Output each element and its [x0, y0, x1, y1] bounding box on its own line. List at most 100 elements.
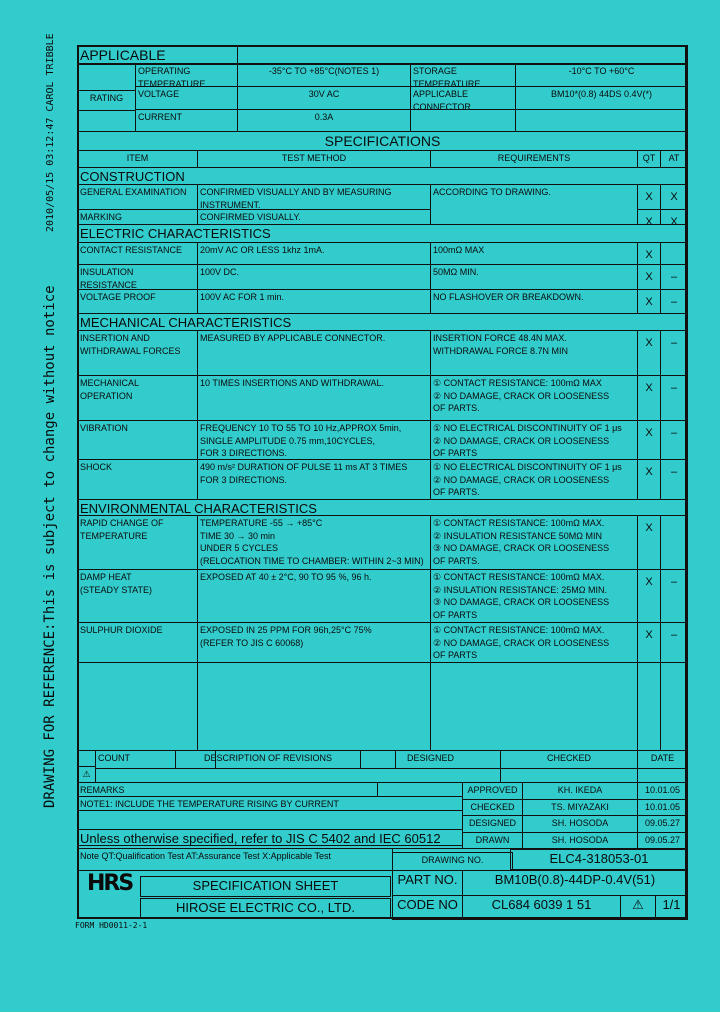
row-test-method: 20mV AC OR LESS 1khz 1mA. [197, 242, 431, 265]
row-qt-mark: X [637, 209, 661, 225]
row-requirements: ① NO ELECTRICAL DISCONTINUITY OF 1 μs ② … [430, 420, 638, 460]
row-item: RAPID CHANGE OF TEMPERATURE [77, 515, 198, 570]
code-number: CL684 6039 1 51 [462, 895, 621, 920]
row-item: GENERAL EXAMINATION [77, 184, 198, 210]
row-requirements: ① CONTACT RESISTANCE: 100mΩ MAX. ② INSUL… [430, 569, 638, 623]
voltage-label: VOLTAGE [135, 86, 238, 110]
remarks-title: REMARKS [77, 782, 378, 797]
row-test-method: EXPOSED AT 40 ± 2°C, 90 TO 95 %, 96 h. [197, 569, 431, 623]
row-item: MARKING [77, 209, 198, 225]
row-at-mark: – [660, 622, 688, 663]
blank [410, 109, 516, 132]
row-item: DAMP HEAT (STEADY STATE) [77, 569, 198, 623]
row-test-method: CONFIRMED VISUALLY. [197, 209, 431, 225]
row-qt-mark: X [637, 184, 661, 210]
row-test-method: 100V AC FOR 1 min. [197, 289, 431, 314]
part-no-label: PART NO. [392, 870, 463, 896]
sheet-number: 1/1 [655, 895, 688, 920]
operating-temp-label: OPERATING TEMPERATURE RANGE [135, 63, 238, 87]
revision-triangle-icon: ⚠ [77, 766, 96, 783]
voltage-value: 30V AC [237, 86, 411, 110]
row-item: SULPHUR DIOXIDE [77, 622, 198, 663]
revisions-designed-header: DESIGNED [360, 750, 501, 769]
row-qt-mark: X [637, 242, 661, 265]
blank [197, 662, 431, 751]
section-heading: ENVIRONMENTAL CHARACTERISTICS [77, 499, 688, 516]
header-qt: QT [637, 150, 661, 168]
row-item: INSULATION RESISTANCE [77, 264, 198, 290]
blank [637, 768, 688, 783]
storage-temp-value: -10°C TO +60°C [515, 63, 688, 87]
connector-label: APPLICABLE CONNECTOR [410, 86, 516, 110]
row-requirements: ① CONTACT RESISTANCE: 100mΩ MAX. ② INSUL… [430, 515, 638, 570]
reference-notice: DRAWING FOR REFERENCE:This is subject to… [42, 285, 58, 808]
row-at-mark: – [660, 375, 688, 421]
row-test-method: 490 m/s² DURATION OF PULSE 11 ms AT 3 TI… [197, 459, 431, 500]
section-heading: CONSTRUCTION [77, 167, 688, 185]
approval-date: 09.05.27 [637, 815, 688, 833]
row-test-method: 10 TIMES INSERTIONS AND WITHDRAWAL. [197, 375, 431, 421]
section-heading: ELECTRIC CHARACTERISTICS [77, 224, 688, 243]
rating-label: RATING [77, 90, 136, 111]
current-value: 0.3A [237, 109, 411, 132]
approval-role: DRAWN [462, 831, 523, 849]
header-item: ITEM [77, 150, 198, 168]
company-name: HIROSE ELECTRIC CO., LTD. [140, 898, 391, 919]
row-qt-mark: X [637, 515, 661, 570]
blank [95, 768, 501, 783]
row-at-mark: X [660, 184, 688, 210]
storage-temp-label: STORAGE TEMPERATURE RANGE [410, 63, 516, 87]
row-qt-mark: X [637, 459, 661, 500]
row-qt-mark: X [637, 622, 661, 663]
row-item: CONTACT RESISTANCE [77, 242, 198, 265]
current-label: CURRENT [135, 109, 238, 132]
blank [515, 109, 688, 132]
row-at-mark: – [660, 459, 688, 500]
row-at-mark: – [660, 330, 688, 376]
row-qt-mark: X [637, 289, 661, 314]
approval-date: 10.01.05 [637, 782, 688, 800]
row-item: VIBRATION [77, 420, 198, 460]
row-qt-mark: X [637, 569, 661, 623]
row-at-mark: – [660, 420, 688, 460]
blank [77, 662, 198, 751]
row-at-mark: X [660, 209, 688, 225]
revisions-description-header: DESCRIPTION OF REVISIONS [175, 750, 361, 769]
approval-role: APPROVED [462, 782, 523, 800]
row-test-method: FREQUENCY 10 TO 55 TO 10 Hz,APPROX 5min,… [197, 420, 431, 460]
row-requirements: NO FLASHOVER OR BREAKDOWN. [430, 289, 638, 314]
row-requirements: ① CONTACT RESISTANCE: 100mΩ MAX. ② NO DA… [430, 622, 638, 663]
row-requirements: INSERTION FORCE 48.4N MAX. WITHDRAWAL FO… [430, 330, 638, 376]
row-requirements: ① CONTACT RESISTANCE: 100mΩ MAX ② NO DAM… [430, 375, 638, 421]
header-requirements: REQUIREMENTS [430, 150, 638, 168]
header-at: AT [660, 150, 688, 168]
row-item: INSERTION AND WITHDRAWAL FORCES [77, 330, 198, 376]
row-requirements: 50MΩ MIN. [430, 264, 638, 290]
test-legend: Note QT:Qualification Test AT:Assurance … [77, 848, 393, 871]
row-test-method: TEMPERATURE -55 → +85°C TIME 30 → 30 min… [197, 515, 431, 570]
approval-name: KH. IKEDA [522, 782, 638, 800]
revisions-date-header: DATE [637, 750, 688, 769]
row-requirements: ACCORDING TO DRAWING. [430, 184, 638, 225]
header-test-method: TEST METHOD [197, 150, 431, 168]
row-test-method: EXPOSED IN 25 PPM FOR 96h,25°C 75% (REFE… [197, 622, 431, 663]
row-at-mark: – [660, 569, 688, 623]
row-at-mark [660, 242, 688, 265]
row-requirements: 100mΩ MAX [430, 242, 638, 265]
row-requirements: ① NO ELECTRICAL DISCONTINUITY OF 1 μs ② … [430, 459, 638, 500]
applicable-standard-title: APPLICABLE STANDARD [77, 45, 238, 65]
revision-warning-icon: ⚠ [620, 895, 656, 920]
section-heading: MECHANICAL CHARACTERISTICS [77, 313, 688, 331]
remarks-note1: NOTE1: INCLUDE THE TEMPERATURE RISING BY… [77, 796, 463, 811]
code-no-label: CODE NO [392, 895, 463, 920]
drawing-no-label: DRAWING NO. [392, 852, 513, 871]
approval-role: DESIGNED [462, 815, 523, 833]
row-qt-mark: X [637, 420, 661, 460]
timestamp-stamp: 2010/05/15 03:12:47 CAROL TRIBBLE [45, 33, 56, 232]
row-item: VOLTAGE PROOF [77, 289, 198, 314]
blank [660, 662, 688, 751]
approval-name: TS. MIYAZAKI [522, 798, 638, 816]
connector-value: BM10*(0.8) 44DS 0.4V(*) [515, 86, 688, 110]
blank [430, 662, 638, 751]
approval-name: SH. HOSODA [522, 815, 638, 833]
